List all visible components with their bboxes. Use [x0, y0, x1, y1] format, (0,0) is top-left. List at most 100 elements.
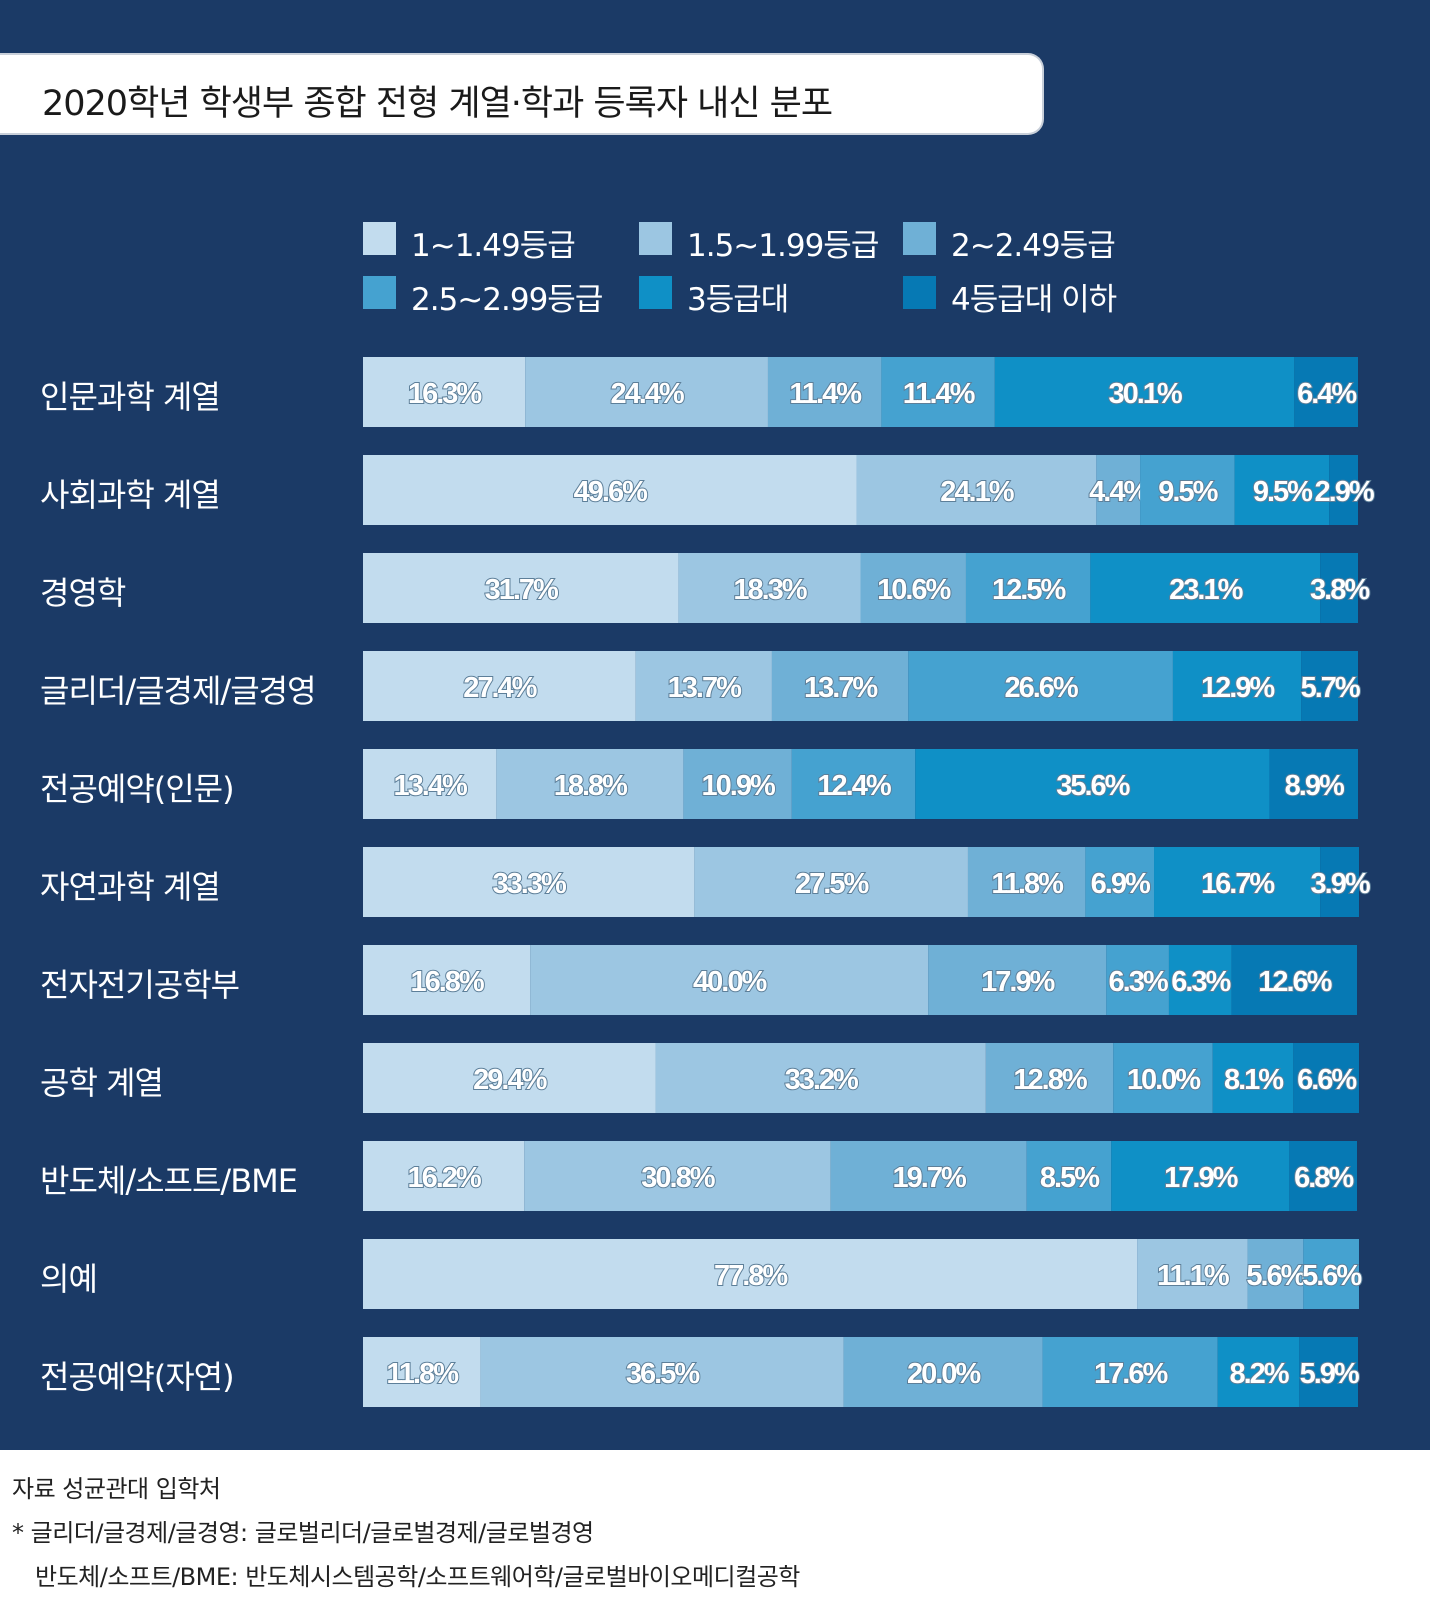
- bar-segment: [635, 651, 772, 721]
- data-label: 18.3%: [733, 574, 807, 606]
- data-label: 6.3%: [1109, 966, 1169, 998]
- data-label: 33.2%: [785, 1064, 859, 1096]
- bar-segment: [860, 553, 966, 623]
- bar-segment: [363, 749, 497, 819]
- data-label: 6.6%: [1297, 1064, 1357, 1096]
- data-label: 31.7%: [485, 574, 559, 606]
- data-label: 5.6%: [1246, 1260, 1306, 1292]
- footnote-2: 반도체/소프트/BME: 반도체시스템공학/소프트웨어학/글로벌바이오메디컬공학: [35, 1563, 800, 1591]
- bar-segment: [1247, 1239, 1304, 1309]
- category-label: 전자전기공학부: [40, 966, 240, 1004]
- data-label: 5.6%: [1302, 1260, 1362, 1292]
- bar-segment: [881, 357, 995, 427]
- category-label: 자연과학 계열: [40, 868, 221, 906]
- bar-segment: [655, 1043, 986, 1113]
- bar-segment: [1111, 1141, 1290, 1211]
- data-label: 24.4%: [610, 378, 684, 410]
- bar-segment: [1140, 455, 1235, 525]
- bar-segment: [363, 847, 695, 917]
- bar-segment: [1293, 1043, 1359, 1113]
- data-label: 16.8%: [410, 966, 484, 998]
- data-label: 17.9%: [1164, 1162, 1238, 1194]
- bar-segment: [1289, 1141, 1358, 1211]
- data-label: 30.8%: [641, 1162, 715, 1194]
- bar-segment: [767, 357, 882, 427]
- data-label: 49.6%: [574, 476, 648, 508]
- bar-segment: [771, 651, 909, 721]
- data-label: 11.1%: [1157, 1260, 1230, 1292]
- bar-segment: [525, 357, 768, 427]
- data-label: 27.5%: [795, 868, 869, 900]
- bar-segment: [363, 553, 679, 623]
- data-label: 33.3%: [493, 868, 567, 900]
- data-label: 6.8%: [1294, 1162, 1354, 1194]
- bar-segment: [1217, 1337, 1300, 1407]
- bar-segment: [363, 1337, 481, 1407]
- bar-segment: [496, 749, 684, 819]
- data-label: 13.7%: [668, 672, 742, 704]
- data-label: 6.3%: [1171, 966, 1231, 998]
- bar-segment: [1106, 945, 1169, 1015]
- data-label: 77.8%: [714, 1260, 788, 1292]
- data-label: 12.5%: [992, 574, 1066, 606]
- bar-segment: [994, 357, 1295, 427]
- bar-segment: [1320, 553, 1358, 623]
- data-label: 17.9%: [981, 966, 1055, 998]
- data-label: 11.8%: [991, 868, 1064, 900]
- bar-segment: [480, 1337, 844, 1407]
- bar-segment: [678, 553, 861, 623]
- data-label: 11.8%: [386, 1358, 459, 1390]
- category-label: 공학 계열: [40, 1064, 164, 1102]
- category-label: 전공예약(인문): [40, 770, 235, 808]
- bar-segment: [530, 945, 929, 1015]
- bar-segment: [1329, 455, 1358, 525]
- bar-segment: [1303, 1239, 1359, 1309]
- bar-segment: [1231, 945, 1358, 1015]
- data-label: 23.1%: [1169, 574, 1243, 606]
- legend-label: 2.5~2.99등급: [411, 282, 603, 318]
- data-label: 9.5%: [1253, 476, 1313, 508]
- bar-segment: [830, 1141, 1027, 1211]
- legend-label: 2~2.49등급: [951, 228, 1116, 264]
- data-label: 5.9%: [1300, 1358, 1360, 1390]
- data-label: 10.6%: [877, 574, 951, 606]
- bar-segment: [908, 651, 1173, 721]
- data-label: 40.0%: [693, 966, 767, 998]
- bar-segment: [1137, 1239, 1248, 1309]
- category-label: 전공예약(자연): [40, 1358, 235, 1396]
- bar-segment: [363, 1239, 1138, 1309]
- data-label: 27.4%: [463, 672, 537, 704]
- data-label: 13.7%: [804, 672, 878, 704]
- bar-segment: [1320, 847, 1359, 917]
- bar-segment: [1154, 847, 1321, 917]
- legend-label: 3등급대: [687, 282, 789, 318]
- chart-title: 2020학년 학생부 종합 전형 계열·학과 등록자 내신 분포: [42, 84, 833, 124]
- bar-segment: [1172, 651, 1302, 721]
- data-label: 29.4%: [473, 1064, 547, 1096]
- bar-segment: [843, 1337, 1043, 1407]
- category-label: 경영학: [40, 574, 126, 612]
- bar-segment: [1090, 553, 1321, 623]
- data-label: 16.3%: [408, 378, 482, 410]
- bar-segment: [1301, 651, 1358, 721]
- bar-segment: [1212, 1043, 1294, 1113]
- stacked-bar-chart: 16.3% 24.4% 11.4% 11.4% 30.1% 6.4% 49.6% 24.1% 4…: [363, 357, 1378, 1407]
- category-label: 반도체/소프트/BME: [40, 1162, 298, 1200]
- legend-swatch: [639, 276, 672, 309]
- bar-segment: [928, 945, 1107, 1015]
- data-label: 6.4%: [1297, 378, 1357, 410]
- bar-segment: [985, 1043, 1114, 1113]
- data-label: 19.7%: [893, 1162, 967, 1194]
- bar-segment: [363, 651, 636, 721]
- category-label: 사회과학 계열: [40, 476, 221, 514]
- category-label: 글리더/글경제/글경영: [40, 672, 317, 710]
- data-label: 2.9%: [1315, 476, 1375, 508]
- bar-segment: [1269, 749, 1358, 819]
- data-label: 8.2%: [1229, 1358, 1289, 1390]
- data-label: 6.9%: [1091, 868, 1151, 900]
- bar-segment: [1113, 1043, 1213, 1113]
- data-label: 11.4%: [903, 378, 976, 410]
- data-label: 16.2%: [407, 1162, 481, 1194]
- bar-segment: [915, 749, 1270, 819]
- data-label: 26.6%: [1004, 672, 1078, 704]
